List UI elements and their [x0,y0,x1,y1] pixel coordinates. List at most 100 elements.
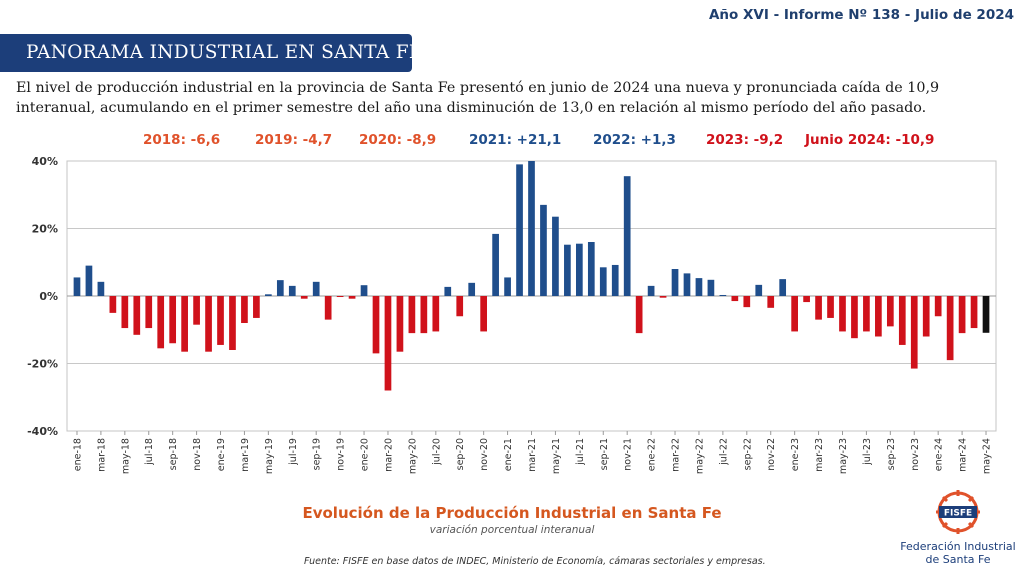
bar [552,216,559,296]
x-tick-label: may-22 [694,438,705,474]
x-tick-labels: ene-18 mar-18 may-18 jul-18 sep-18 nov-18 ene-… [72,438,992,474]
logo-line-2: de Santa Fe [925,553,991,566]
y-tick-label: 20% [32,223,58,236]
x-tick-label: may-20 [407,438,418,474]
bar [898,296,906,345]
bar [528,161,535,296]
bar [300,296,308,299]
source-note: Fuente: FISFE en base datos de INDEC, Mi… [304,556,766,567]
x-tick-label: sep-22 [742,438,753,470]
chart-subtitle: variación porcentual interanual [429,524,595,536]
x-tick-label: mar-19 [240,438,251,472]
bar [73,277,81,296]
bar [934,296,942,317]
x-tick-label: ene-18 [72,438,83,471]
bar [97,281,105,296]
x-tick-label: nov-23 [910,438,921,471]
logo-line-1: Federación Industrial [900,540,1016,553]
bar [564,244,571,296]
x-tick-label: ene-22 [647,438,658,471]
x-tick-label: nov-22 [766,438,777,471]
x-tick-label: ene-24 [934,438,945,471]
chart-title: Evolución de la Producción Industrial en… [302,504,722,522]
x-tick-label: sep-21 [599,438,610,470]
y-tick-label: -20% [27,358,58,371]
y-tick-label: 40% [32,155,58,168]
bar [731,296,739,302]
x-tick-label: mar-18 [96,438,107,472]
bar [145,296,153,329]
summary-2018: 2018: -6,6 [143,132,221,148]
x-tick-label: nov-18 [192,438,203,471]
y-tick-labels: 40% 20% 0% -20% -40% [27,155,58,438]
bar [276,280,284,296]
bar [169,296,177,344]
bar [946,296,954,361]
x-tick-label: jul-20 [431,438,442,466]
banner-title: PANORAMA INDUSTRIAL EN SANTA FE [26,42,423,63]
bar [109,296,117,313]
bar [659,296,667,298]
bar [982,296,990,333]
bar [420,296,428,334]
bar [767,296,775,308]
bar [743,296,751,308]
bar [587,242,595,296]
bar [719,294,727,296]
y-tick-label: 0% [39,290,58,303]
bar [575,243,583,296]
bar [444,286,452,296]
x-tick-label: mar-23 [814,438,825,472]
x-tick-label: ene-19 [216,438,227,471]
bar [803,296,810,303]
bar [875,296,882,337]
bar [540,204,547,296]
bar [265,294,272,296]
bar [910,296,918,369]
x-tick-label: jul-21 [575,438,586,466]
bar [181,296,188,352]
bar [516,164,523,296]
banner [0,34,412,72]
bar [886,296,894,327]
bar [851,296,858,339]
bar [193,296,200,325]
fisfe-emblem-icon: FISFE [936,490,980,534]
x-tick-label: mar-21 [527,438,538,472]
bar [839,296,846,332]
x-tick-label: mar-24 [958,438,969,472]
x-tick-label: mar-20 [383,438,394,472]
x-tick-label: sep-18 [168,438,179,470]
bar [755,284,763,296]
bar [671,269,679,296]
logo-badge-text: FISFE [944,509,972,519]
bar [623,176,631,296]
bar [779,279,787,296]
x-tick-label: ene-20 [360,438,371,471]
bar [635,296,643,334]
bar [683,273,691,296]
bar [384,296,392,391]
bar [217,296,224,345]
bar [205,296,212,352]
fisfe-logo: FISFE Federación Industrial de Santa Fe [898,490,1018,570]
x-tick-label: nov-20 [479,438,490,471]
bar [312,281,320,296]
bar [791,296,798,332]
bar [827,296,834,318]
bar [456,296,464,317]
bar [85,265,93,296]
bar [611,264,619,296]
x-tick-label: mar-22 [671,438,682,472]
x-tick-label: ene-23 [790,438,801,471]
x-tick-label: jul-19 [288,438,299,466]
bar [970,296,978,329]
bar [157,296,165,349]
bar [241,296,248,323]
x-tick-label: jul-22 [718,438,729,466]
x-tick-label: may-19 [264,438,275,474]
bar [229,296,236,350]
summary-2023: 2023: -9,2 [706,132,784,148]
bar [253,296,260,318]
x-tick-label: may-24 [982,438,993,474]
